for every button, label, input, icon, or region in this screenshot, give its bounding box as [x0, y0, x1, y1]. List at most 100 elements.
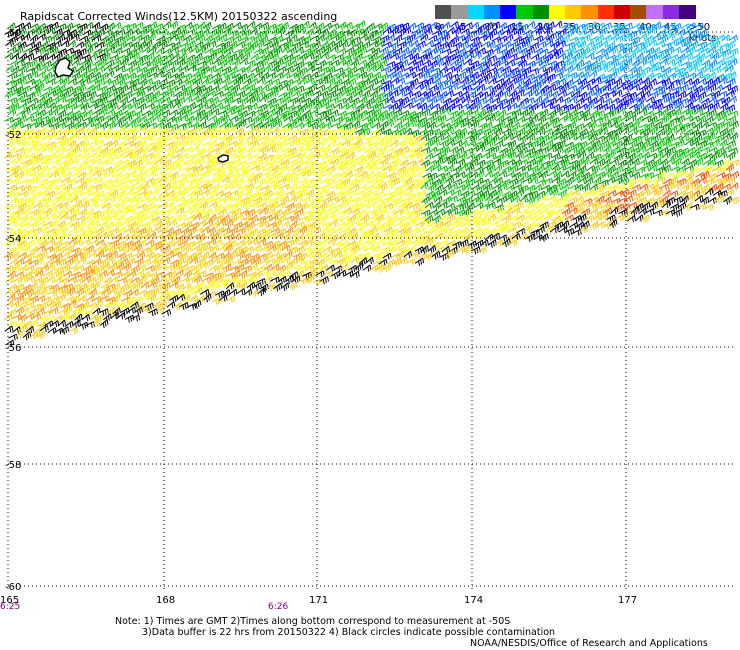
wind-barb — [380, 35, 390, 43]
wind-barb — [714, 159, 724, 168]
wind-barb — [491, 21, 501, 29]
wind-barb — [400, 59, 409, 67]
wind-barb — [131, 52, 140, 61]
wind-barb — [144, 189, 153, 199]
wind-barb — [212, 47, 222, 56]
wind-barb — [204, 133, 215, 141]
wind-barb — [518, 233, 529, 241]
wind-barb — [255, 40, 265, 50]
wind-barb — [513, 45, 522, 55]
wind-barb — [242, 116, 253, 124]
wind-barb — [11, 153, 22, 160]
wind-barb — [599, 27, 608, 35]
wind-barb — [259, 47, 269, 56]
wind-barb — [519, 109, 529, 118]
wind-barb — [726, 152, 736, 161]
wind-barb — [614, 27, 623, 37]
latitude-label: -54 — [5, 234, 21, 245]
wind-barb — [151, 40, 161, 50]
wind-barb — [371, 195, 382, 204]
wind-barb — [403, 214, 413, 222]
wind-barb — [714, 47, 724, 55]
wind-barb — [474, 202, 484, 210]
wind-barb — [78, 95, 87, 105]
wind-barb — [106, 34, 116, 44]
wind-barb — [441, 122, 452, 130]
wind-barb — [5, 79, 16, 87]
wind-barb — [208, 251, 217, 261]
wind-barb — [67, 39, 76, 48]
wind-barb — [686, 46, 696, 55]
wind-barb — [620, 115, 630, 123]
legend-swatch — [483, 5, 501, 19]
wind-barb — [407, 195, 418, 204]
wind-barb — [164, 101, 174, 110]
wind-barb — [100, 35, 110, 45]
wind-barb — [719, 43, 730, 50]
wind-barb — [581, 182, 591, 192]
wind-barb — [204, 195, 214, 205]
wind-barb — [224, 219, 234, 229]
wind-barb — [673, 196, 684, 204]
wind-barb — [274, 72, 284, 80]
wind-barb — [80, 152, 91, 161]
wind-barb — [124, 314, 135, 323]
wind-barb — [130, 152, 139, 162]
wind-barb — [85, 208, 95, 218]
wind-barb — [445, 40, 455, 49]
wind-barb — [100, 120, 109, 130]
wind-barb — [376, 251, 386, 260]
wind-barb — [113, 171, 124, 181]
wind-barb — [306, 100, 315, 110]
wind-barb — [719, 139, 728, 149]
wind-barb — [278, 103, 288, 112]
wind-barb — [88, 102, 99, 110]
wind-barb — [70, 33, 80, 41]
wind-barb — [228, 250, 238, 260]
wind-barb — [599, 115, 609, 122]
wind-barb — [206, 153, 217, 163]
wind-barb — [535, 26, 544, 36]
wind-barb — [208, 115, 218, 123]
wind-barb — [588, 21, 598, 29]
campbell-island-outline — [217, 154, 229, 163]
wind-barb — [302, 158, 312, 167]
note-line-2: 3)Data buffer is 22 hrs from 20150322 4)… — [142, 627, 556, 638]
wind-barb — [561, 170, 570, 178]
wind-barb — [638, 33, 648, 41]
wind-barb — [18, 103, 27, 111]
wind-barb — [505, 184, 515, 192]
wind-barb — [586, 88, 595, 98]
wind-barb — [383, 227, 394, 235]
wind-barb — [451, 228, 462, 237]
wind-barb — [490, 220, 500, 228]
wind-barb — [29, 34, 39, 44]
wind-barb — [379, 22, 389, 31]
legend-swatch — [565, 5, 582, 19]
wind-barb — [162, 21, 172, 29]
wind-barb — [22, 47, 33, 55]
wind-barb — [352, 46, 362, 56]
wind-barb — [46, 53, 56, 61]
wind-barb — [75, 41, 85, 49]
wind-barb — [53, 276, 64, 284]
wind-barb — [400, 159, 409, 169]
wind-barb — [43, 120, 53, 128]
wind-barb — [627, 52, 637, 61]
wind-barb — [5, 299, 14, 308]
wind-barb — [418, 203, 429, 212]
wind-barb — [581, 34, 591, 42]
wind-barb — [382, 27, 392, 35]
wind-barb — [280, 183, 291, 191]
wind-barb — [481, 152, 491, 160]
wind-barb — [501, 89, 511, 98]
wind-barb — [245, 182, 255, 190]
wind-barb — [29, 84, 40, 92]
wind-barb — [481, 41, 491, 48]
wind-barb — [435, 71, 444, 79]
wind-barb — [522, 40, 531, 48]
wind-barb — [79, 35, 89, 43]
wind-barb — [595, 34, 605, 42]
wind-barb — [593, 40, 603, 50]
wind-barb — [179, 176, 189, 184]
